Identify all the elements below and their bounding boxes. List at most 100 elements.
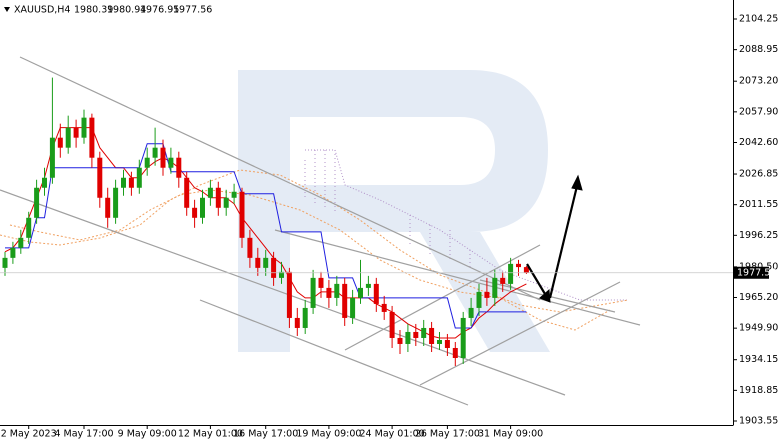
candle-body [26,217,32,238]
candle-body [452,347,458,359]
y-tick-label: 1965.20 [739,292,778,303]
candle-body [279,271,284,278]
candle-body [365,283,371,288]
candle-body [381,303,387,312]
x-tick-label: 4 May 17:00 [54,429,113,440]
candle-body [136,167,142,188]
candle-body [215,187,221,208]
candle-body [421,327,427,338]
plot [2,77,529,367]
candle-body [358,287,363,298]
candle-body [373,283,379,304]
candle-body [334,283,340,298]
candle-body [484,291,490,298]
candle-body [97,157,103,198]
header-low: 1976.95 [140,5,179,16]
candle-body [239,191,245,238]
candle-body [73,127,79,138]
candle-body [89,117,95,158]
candle-body [152,147,158,158]
candle-body [271,257,277,278]
candle-body [286,271,292,318]
y-tick-label: 1949.90 [739,323,778,334]
y-tick-label: 2026.85 [739,169,778,180]
x-tick-label: 16 May 17:00 [233,429,298,440]
candle-body [444,339,450,348]
candle-body [247,237,253,258]
y-tick-label: 2073.20 [739,76,778,87]
candle-body [523,267,529,273]
header-open: 1980.39 [74,5,113,16]
candle-body [429,327,435,344]
candle-body [176,157,182,178]
candle-body [508,263,514,284]
header-close: 1977.56 [173,5,212,16]
x-tick-label: 24 May 01:00 [360,429,425,440]
candle-body [437,339,442,344]
candle-body [2,257,8,268]
candle-body [160,147,166,168]
x-tick-label: 2 May 2023 [1,429,57,440]
candle-body [144,157,150,168]
candle-body [57,137,63,148]
y-tick-label: 2042.60 [739,137,778,148]
candle-body [405,331,411,344]
watermark [238,70,550,352]
header-symbol: XAUUSD,H4 [14,5,70,16]
header-icon [4,7,10,12]
x-tick-label: 19 May 09:00 [296,429,361,440]
y-tick-label: 2088.95 [739,44,778,55]
y-tick-label: 1918.85 [739,385,778,396]
candle-body [350,297,356,318]
y-tick-label: 2011.55 [739,199,778,210]
y-tick-label: 1934.15 [739,354,778,365]
candle-body [231,191,237,198]
candle-body [302,307,308,328]
candle-body [476,291,482,308]
candle-body [342,283,348,318]
candle-body [192,207,198,218]
candle-body [326,287,332,298]
candle-body [468,307,474,318]
candle-body [516,263,521,268]
candle-body [263,257,269,268]
candle-body [121,177,126,188]
forecast-arrow [526,174,583,303]
candle-body [42,177,47,188]
candle-body [128,177,134,188]
candle-body [207,187,213,198]
y-tick-label: 1996.25 [739,230,778,241]
x-tick-label: 31 May 09:00 [478,429,543,440]
candle-body [255,257,261,268]
y-tick-label: 2057.90 [739,106,778,117]
candle-body [105,197,111,218]
candle-body [113,187,119,218]
x-tick-label: 26 May 17:00 [415,429,480,440]
candle-body [397,337,403,344]
candle-body [34,187,40,218]
x-tick-label: 12 May 01:00 [178,429,243,440]
price-label: 1977.56 [737,267,776,278]
candle-body [49,137,55,178]
candle-body [184,177,190,208]
candle-body [500,277,506,284]
candle-body [81,117,87,138]
x-tick-label: 9 May 09:00 [118,429,177,440]
candle-body [294,317,300,328]
candle-body [310,277,316,308]
candle-body [223,197,229,208]
ichimoku-cloud [0,149,629,331]
header-high: 1980.94 [107,5,146,16]
candle-body [413,331,419,338]
candle-body [460,317,466,359]
candle-body [18,237,24,248]
candle-body [200,197,205,218]
candle-body [492,277,498,298]
candle-body [10,247,16,258]
candle-body [318,277,324,288]
y-tick-label: 1903.55 [739,415,778,426]
price-label-box [734,266,769,279]
candle-body [65,127,71,148]
candle-body [389,311,395,338]
